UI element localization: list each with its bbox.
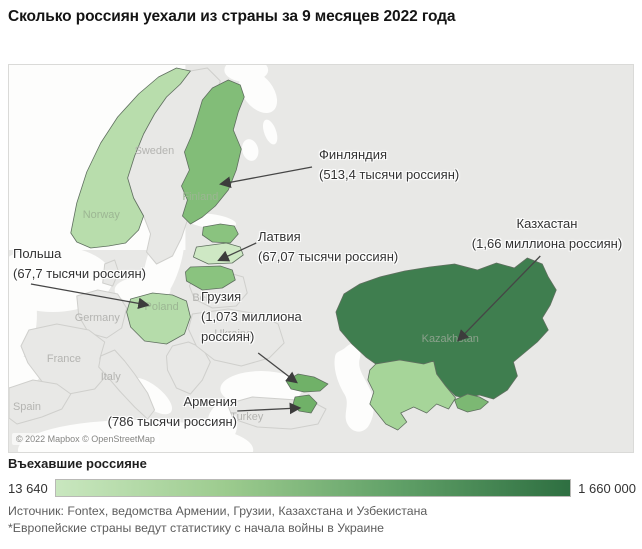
country-shape-italy <box>98 349 156 420</box>
country-shape-spain <box>9 379 72 425</box>
map-label-germany: Germany <box>75 312 121 324</box>
colored-countries <box>70 67 557 431</box>
map-label-italy: Italy <box>101 371 122 383</box>
country-shape-estonia <box>201 223 239 244</box>
annotation-georgia-value-2: россиян) <box>201 329 255 344</box>
source-line: Источник: Fontex, ведомства Армении, Гру… <box>8 504 428 518</box>
legend-min-label: 13 640 <box>8 480 48 496</box>
country-shape-ukraine <box>187 308 285 367</box>
annotation-finland-value: (513,4 тысячи россиян) <box>319 167 460 182</box>
country-shape-germany <box>76 289 128 339</box>
sea-aegean <box>207 404 238 444</box>
sea-black-sea <box>220 371 303 407</box>
legend: 13 640 1 660 000 <box>8 479 636 497</box>
map-label-finland: Finland <box>182 191 218 203</box>
annotation-armenia: Армения (786 тысячи россиян) <box>108 392 237 432</box>
country-shape-latvia <box>193 242 244 265</box>
sea-caspian <box>334 343 374 432</box>
arrow-poland <box>30 283 150 310</box>
annotation-kazakhstan-name: Казхастан <box>516 216 578 231</box>
annotation-finland-name: Финляндия <box>319 147 388 162</box>
annotation-latvia-name: Латвия <box>258 229 301 244</box>
map-canvas: Sweden Norway Finland Germany France Ita… <box>8 64 634 453</box>
footer: Источник: Fontex, ведомства Армении, Гру… <box>8 503 636 536</box>
annotation-poland-value: (67,7 тысячи россиян) <box>13 266 146 281</box>
map-label-france: France <box>47 353 81 365</box>
annotation-georgia-value-1: (1,073 миллиона <box>201 309 302 324</box>
annotation-latvia: Латвия (67,07 тысячи россиян) <box>258 227 398 267</box>
map-label-spain: Spain <box>13 401 41 413</box>
map-svg: Sweden Norway Finland Germany France Ita… <box>9 65 633 452</box>
annotation-latvia-value: (67,07 тысячи россиян) <box>258 249 399 264</box>
country-shape-uzbekistan <box>367 359 456 431</box>
arrow-armenia <box>237 402 302 415</box>
map-label-turkey: Turkey <box>230 411 264 423</box>
annotation-armenia-name: Армения <box>183 394 237 409</box>
annotation-finland: Финляндия (513,4 тысячи россиян) <box>319 145 459 185</box>
annotation-armenia-value: (786 тысячи россиян) <box>107 414 237 429</box>
map-label-sweden: Sweden <box>135 145 175 157</box>
annotation-kazakhstan: Казхастан (1,66 миллиона россиян) <box>447 214 633 254</box>
map-label-norway: Norway <box>83 209 121 221</box>
country-shape-kyrgyzstan <box>454 393 489 413</box>
sea-barents <box>224 65 269 82</box>
map-attribution: © 2022 Mapbox © OpenStreetMap <box>12 433 159 445</box>
annotation-poland-name: Польша <box>13 246 62 261</box>
lake-onega <box>263 119 278 145</box>
map-label-kazakhstan: Kazakhstan <box>422 333 479 345</box>
map-label-belarus: Belarus <box>192 292 230 304</box>
map-label-ukraine: Ukraine <box>214 328 252 340</box>
legend-title: Въехавшие россияне <box>8 456 147 471</box>
country-shape-lithuania <box>185 265 236 291</box>
map-label-poland: Poland <box>145 301 179 313</box>
annotation-georgia: Грузия (1,073 миллиона россиян) <box>201 287 302 347</box>
country-shape-denmark <box>102 259 120 287</box>
arrow-kazakhstan <box>456 255 541 342</box>
arrow-latvia <box>217 242 257 262</box>
arrow-georgia <box>257 352 298 384</box>
arrow-finland <box>219 166 313 189</box>
annotation-arrows <box>30 166 541 415</box>
lake-ladoga <box>242 139 259 161</box>
country-shape-france <box>20 323 109 395</box>
annotation-kazakhstan-value: (1,66 миллиона россиян) <box>471 236 623 251</box>
country-shape-norway <box>70 67 191 249</box>
legend-gradient-bar <box>54 479 572 497</box>
annotation-georgia-name: Грузия <box>201 289 242 304</box>
page-title: Сколько россиян уехали из страны за 9 ме… <box>8 8 456 25</box>
footnote-line: *Европейские страны ведут статистику с н… <box>8 520 385 535</box>
legend-max-label: 1 660 000 <box>578 480 636 496</box>
annotation-poland: Польша (67,7 тысячи россиян) <box>13 244 146 284</box>
